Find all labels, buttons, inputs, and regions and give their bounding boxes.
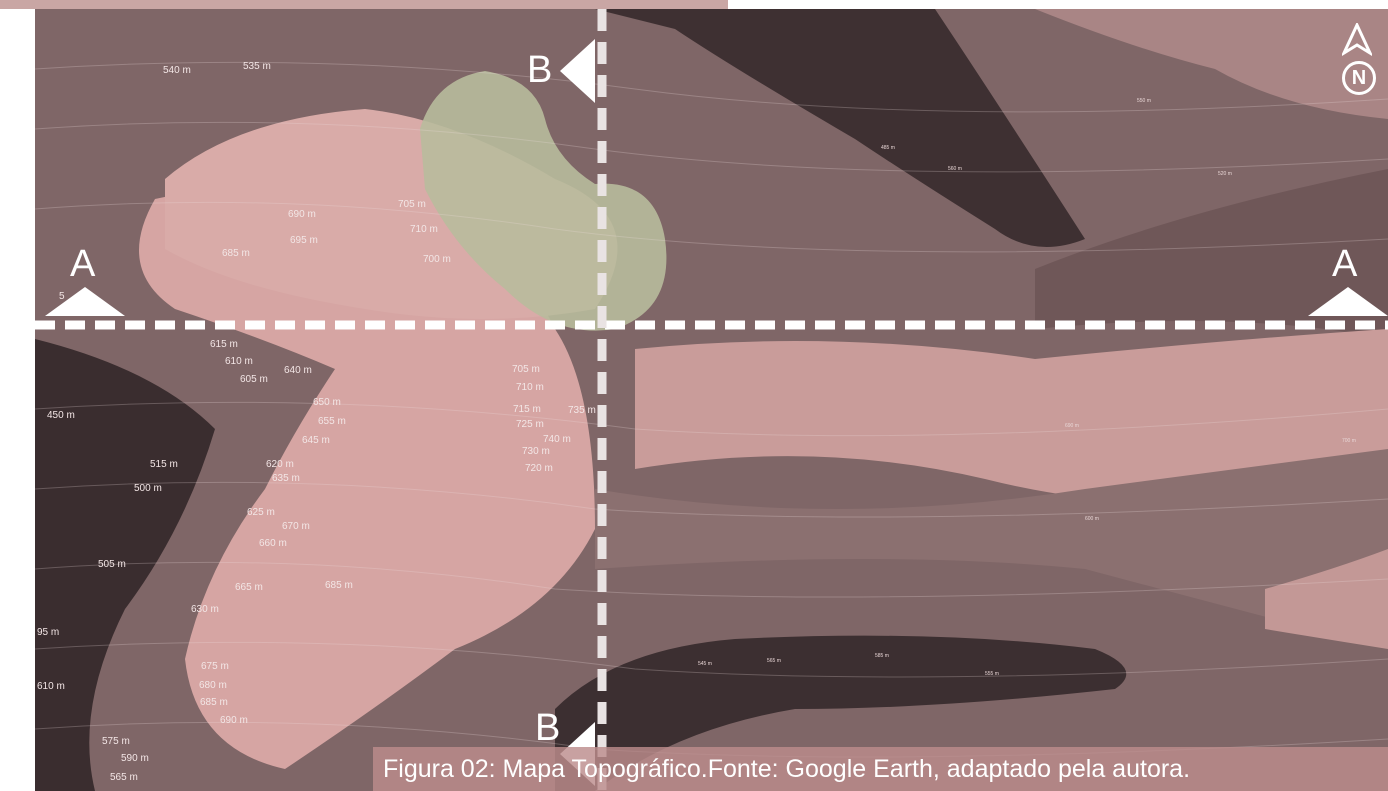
elevation-label: 705 m <box>512 364 540 375</box>
dark-valley-bottom <box>555 635 1127 791</box>
elevation-label: 615 m <box>210 339 238 350</box>
elevation-label: 620 m <box>266 459 294 470</box>
north-arrow: N <box>1342 23 1376 103</box>
elevation-label-small: 600 m <box>1085 516 1099 522</box>
elevation-label: 605 m <box>240 374 268 385</box>
elevation-label: 715 m <box>513 404 541 415</box>
elevation-label: 685 m <box>200 697 228 708</box>
elevation-label-small: 560 m <box>948 166 962 172</box>
elevation-label: 670 m <box>282 521 310 532</box>
elevation-label: 450 m <box>47 410 75 421</box>
elevation-label: 655 m <box>318 416 346 427</box>
elevation-label: 500 m <box>134 483 162 494</box>
marker-a-right-triangle <box>1308 287 1388 316</box>
elevation-label: 690 m <box>288 209 316 220</box>
elevation-label: 675 m <box>201 661 229 672</box>
topographic-map: A A B B N 540 m 535 m 690 m 705 m 710 m … <box>35 9 1388 791</box>
elevation-label: 95 m <box>37 627 60 638</box>
elevation-label: 740 m <box>543 434 571 445</box>
elevation-label: 710 m <box>516 382 544 393</box>
contour-layers <box>35 9 1388 791</box>
right-light-middle <box>635 329 1388 504</box>
figure-caption: Figura 02: Mapa Topográfico.Fonte: Googl… <box>373 747 1388 791</box>
elevation-label: 505 m <box>98 559 126 570</box>
elevation-label: 650 m <box>313 397 341 408</box>
dark-valley-top <box>595 9 1085 247</box>
upper-right-zone <box>1035 9 1388 119</box>
elevation-label-small: 585 m <box>875 653 889 659</box>
elevation-label: 625 m <box>247 507 275 518</box>
lower-right-light <box>1265 549 1388 649</box>
section-label-b-top: B <box>527 49 553 91</box>
elevation-label: 705 m <box>398 199 426 210</box>
elevation-label: 540 m <box>163 65 191 76</box>
elevation-label: 730 m <box>522 446 550 457</box>
elevation-label: 735 m <box>568 405 596 416</box>
elevation-label: 610 m <box>37 681 65 692</box>
right-band <box>1035 169 1388 339</box>
elevation-label: 695 m <box>290 235 318 246</box>
elevation-label: 725 m <box>516 419 544 430</box>
elevation-label-small: 690 m <box>1065 423 1079 429</box>
study-area <box>420 71 667 331</box>
elevation-label: 685 m <box>325 580 353 591</box>
elevation-label: 665 m <box>235 582 263 593</box>
elevation-label: 710 m <box>410 224 438 235</box>
elevation-label: 680 m <box>199 680 227 691</box>
elevation-label: 590 m <box>121 753 149 764</box>
elevation-label: 630 m <box>191 604 219 615</box>
section-label-a-right: A <box>1332 243 1358 285</box>
dark-valley-left <box>35 339 215 791</box>
elevation-label: 610 m <box>225 356 253 367</box>
elevation-label: 515 m <box>150 459 178 470</box>
north-arrow-icon <box>1342 23 1372 56</box>
marker-a-left-triangle <box>45 287 125 316</box>
elevation-label: 700 m <box>423 254 451 265</box>
header-bar <box>0 0 728 9</box>
elevation-label-small: 565 m <box>767 658 781 664</box>
elevation-label: 645 m <box>302 435 330 446</box>
bottom-mid-band <box>595 449 1388 649</box>
elevation-label-small: 550 m <box>1137 98 1151 104</box>
elevation-label: 640 m <box>284 365 312 376</box>
elevation-label-small: 700 m <box>1342 438 1356 444</box>
elevation-label: 635 m <box>272 473 300 484</box>
elevation-label-small: 545 m <box>698 661 712 667</box>
elevation-label: 720 m <box>525 463 553 474</box>
elevation-label-small: 555 m <box>985 671 999 677</box>
section-label-a-left: A <box>70 243 96 285</box>
elevation-label: 565 m <box>110 772 138 783</box>
elevation-label-small: 520 m <box>1218 171 1232 177</box>
north-label: N <box>1342 61 1376 95</box>
elevation-label: 575 m <box>102 736 130 747</box>
elevation-label-small: 485 m <box>881 145 895 151</box>
elevation-label: 5 <box>59 291 65 302</box>
elevation-label: 535 m <box>243 61 271 72</box>
elevation-label: 685 m <box>222 248 250 259</box>
section-label-b-bottom: B <box>535 707 561 749</box>
elevation-label: 690 m <box>220 715 248 726</box>
elevation-label: 660 m <box>259 538 287 549</box>
marker-b-top-triangle <box>560 39 595 103</box>
